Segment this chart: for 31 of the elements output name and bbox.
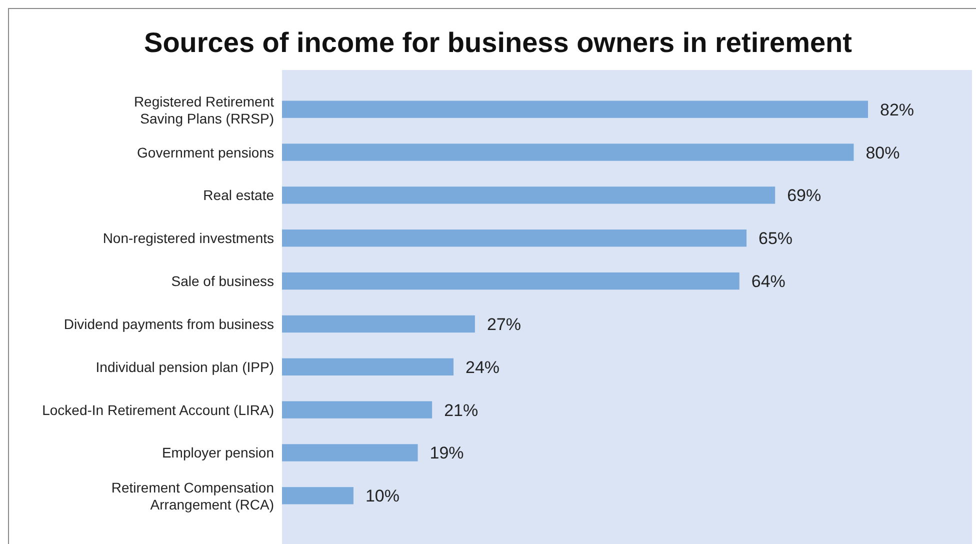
bar — [282, 315, 475, 333]
bar — [282, 230, 747, 247]
bar — [282, 186, 776, 204]
bar — [282, 144, 854, 161]
y-tick-label: Government pensions — [137, 144, 274, 160]
y-tick-label: Non-registered investments — [102, 230, 274, 246]
data-label: 21% — [444, 400, 478, 420]
y-tick-label: Locked-In Retirement Account (LIRA) — [42, 402, 274, 418]
bar — [282, 100, 868, 118]
bar — [282, 444, 418, 462]
data-label: 80% — [866, 143, 900, 162]
data-label: 64% — [751, 272, 786, 292]
y-tick-label: Real estate — [203, 187, 274, 204]
bar — [282, 358, 454, 376]
bar — [282, 487, 354, 504]
y-tick-label: Individual pension plan (IPP) — [96, 358, 274, 375]
bar — [282, 401, 432, 418]
data-label: 82% — [880, 100, 914, 120]
data-label: 24% — [466, 358, 500, 377]
y-tick-label: Retirement Compensation Arrangement (RCA) — [111, 480, 274, 513]
data-label: 27% — [486, 314, 521, 334]
y-tick-label: Dividend payments from business — [64, 316, 274, 332]
data-label: 69% — [787, 186, 822, 206]
y-tick-label: Registered Retirement Saving Plans (RRSP) — [134, 93, 274, 126]
y-tick-label: Sale of business — [171, 273, 274, 290]
bar — [282, 272, 740, 290]
chart-title: Sources of income for business owners in retirement — [144, 27, 852, 58]
data-label: 10% — [365, 486, 400, 506]
data-label: 19% — [430, 444, 464, 463]
data-label: 65% — [758, 229, 793, 248]
y-tick-label: Employer pension — [162, 444, 274, 461]
